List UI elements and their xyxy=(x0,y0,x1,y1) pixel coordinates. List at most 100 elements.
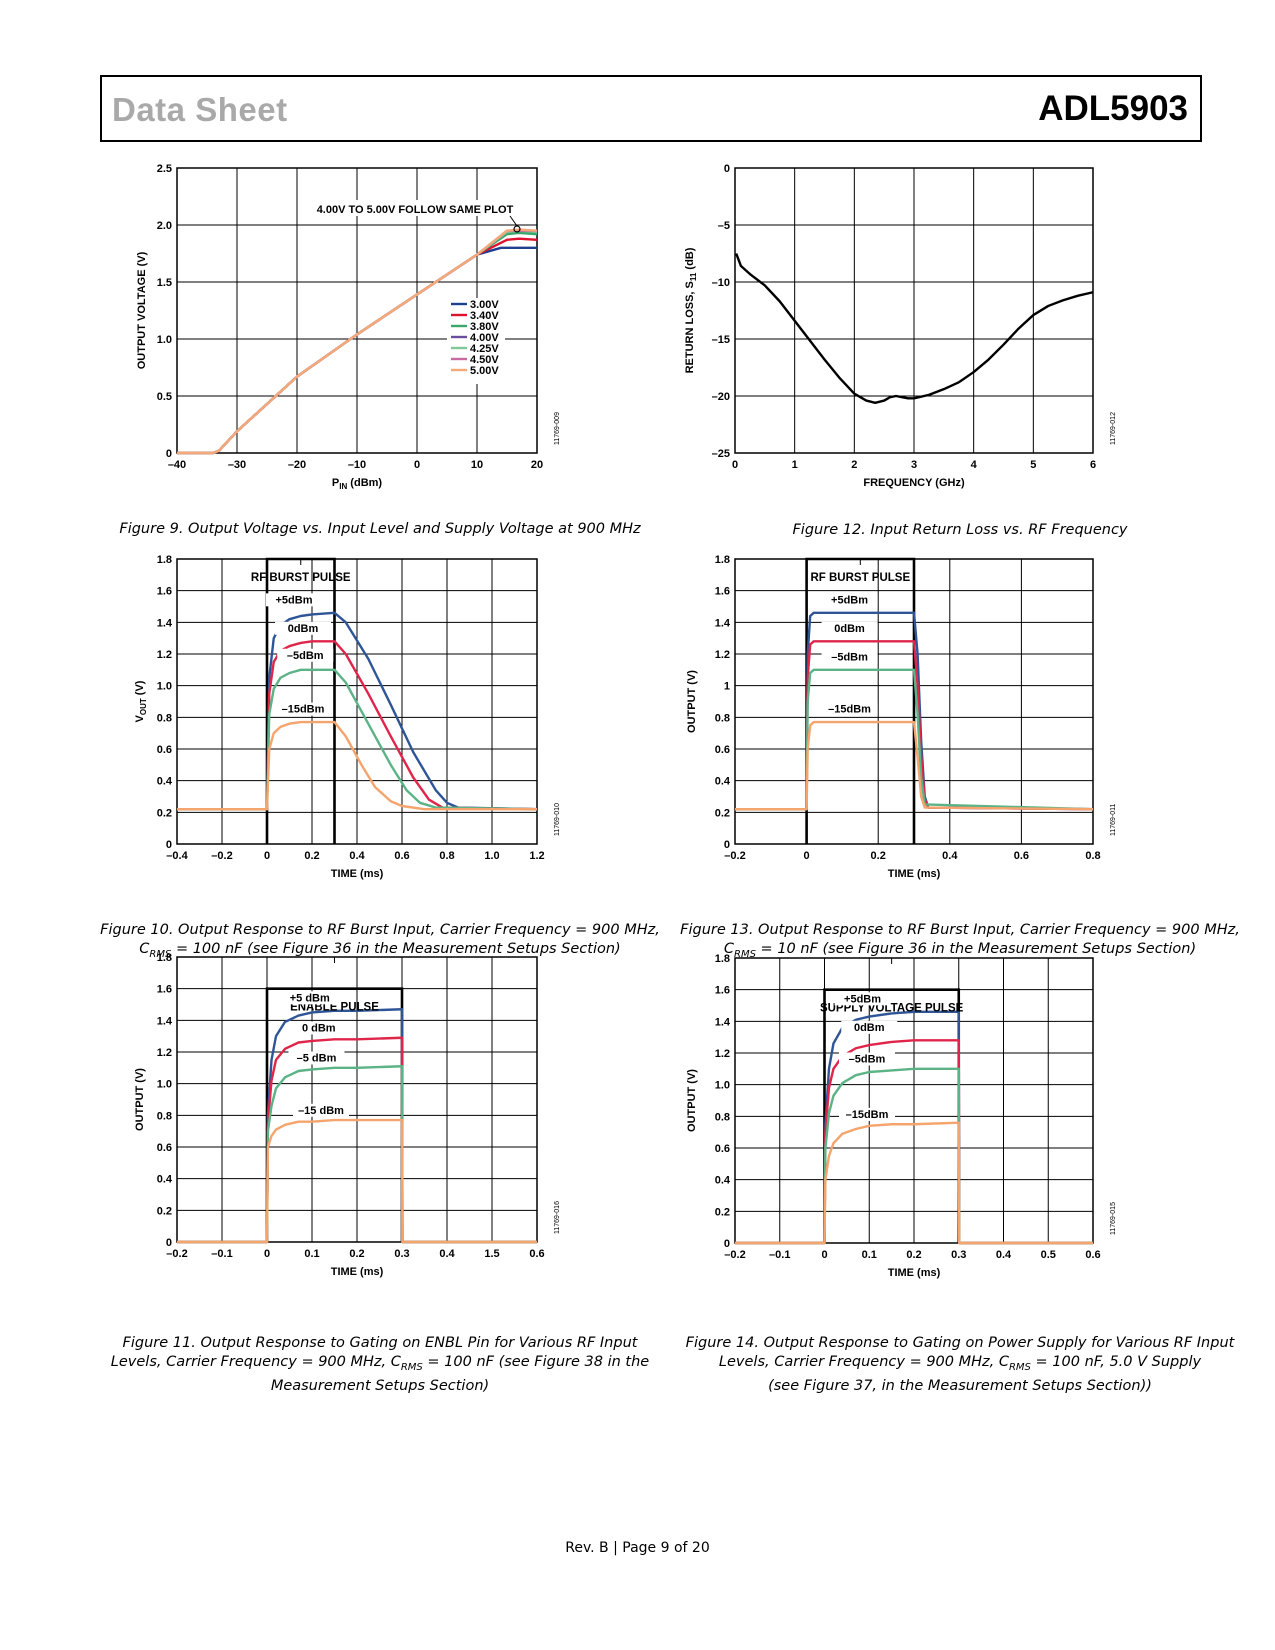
figure-13-caption: Figure 13. Output Response to RF Burst I… xyxy=(670,921,1250,964)
x-tick-label: 0.8 xyxy=(439,850,454,862)
x-tick-label: 0.8 xyxy=(1085,850,1100,862)
annotation-pointer xyxy=(509,215,518,227)
y-tick-label: 0.8 xyxy=(715,712,730,724)
x-tick-label: 4 xyxy=(971,459,978,471)
x-tick-label: 0.3 xyxy=(394,1248,409,1260)
figure-11-caption-line1: Figure 11. Output Response to Gating on … xyxy=(122,1335,638,1351)
plot-frame xyxy=(734,167,1094,454)
y-tick-label: –20 xyxy=(712,391,730,403)
y-tick-label: 1.8 xyxy=(715,953,730,965)
figure-11-chart: –0.2 –0.1 0 0.1 0.2 0.3 0.4 1.5 0.6 0 0.2 0.4 0.6 0.8… xyxy=(134,952,561,1278)
curve-label-bg xyxy=(277,648,334,662)
y-tick-label: 2.0 xyxy=(157,220,172,232)
x-tick-label: 0.2 xyxy=(349,1248,364,1260)
curve-label-bg xyxy=(293,1103,349,1117)
x-tick-label: 0 xyxy=(414,459,420,471)
x-tick-label: 0.1 xyxy=(862,1249,877,1261)
annotation-marker xyxy=(513,225,521,233)
x-tick-label: 0.4 xyxy=(996,1249,1012,1261)
figure-11-caption-line2: Levels, Carrier Frequency = 900 MHz, CRM… xyxy=(110,1354,650,1373)
x-tick-label: –0.2 xyxy=(166,1248,187,1260)
curve-label: 0dBm xyxy=(288,623,319,635)
curve-label: 0dBm xyxy=(854,1022,885,1034)
x-tick-label: –0.1 xyxy=(211,1248,232,1260)
y-tick-label: 1.8 xyxy=(715,554,730,566)
curve-label: –15dBm xyxy=(846,1109,889,1121)
figure-12-chart: 0 1 2 3 4 5 6 –25 –20 –15 –10 –5 0 FREQUENCY (GHz) RET… xyxy=(684,163,1117,489)
series-line xyxy=(177,611,538,811)
x-tick-label: 1.0 xyxy=(484,850,499,862)
y-tick-label: 0.8 xyxy=(157,712,172,724)
x-tick-label: 0.6 xyxy=(1085,1249,1100,1261)
x-tick-label: 0.2 xyxy=(906,1249,921,1261)
figure-10-chart: –0.4 –0.2 0 0.2 0.4 0.6 0.8 1.0 1.2 0 0.2 0.4 0.6 0.8… xyxy=(134,554,561,880)
series-line xyxy=(177,1065,537,1244)
y-tick-label: 0.6 xyxy=(157,1142,172,1154)
figure-12-caption: Figure 12. Input Return Loss vs. RF Freq… xyxy=(792,522,1128,538)
curve-label-bg xyxy=(288,1051,345,1065)
chart-title: SUPPLY VOLTAGE PULSE xyxy=(820,1003,964,1015)
figure-9-chart: –40 –30 –20 –10 0 10 20 0 0.5 1.0 1.5 2.0 2.5 PIN (dB… xyxy=(136,163,561,491)
y-tick-label: 1.2 xyxy=(157,649,172,661)
curve-label-bg xyxy=(275,621,331,635)
x-tick-label: 3 xyxy=(911,459,917,471)
y-tick-label: 0 xyxy=(724,839,730,851)
series-line xyxy=(735,1067,1093,1245)
x-tick-label: 0.6 xyxy=(529,1248,544,1260)
legend-label: 4.00V xyxy=(470,332,499,344)
x-tick-label: 0.4 xyxy=(942,850,958,862)
y-tick-label: –10 xyxy=(712,277,730,289)
header-part-number: ADL5903 xyxy=(1038,89,1188,128)
y-tick-label: 0.8 xyxy=(157,1110,172,1122)
y-tick-label: 1.6 xyxy=(157,984,172,996)
x-tick-label: 2 xyxy=(851,459,857,471)
header-doc-type: Data Sheet xyxy=(112,91,288,128)
y-tick-label: 0 xyxy=(166,448,172,460)
y-tick-label: 1.6 xyxy=(715,586,730,598)
x-tick-label: 0.4 xyxy=(349,850,365,862)
figure-10-caption-line2: CRMS = 100 nF (see Figure 36 in the Meas… xyxy=(139,941,621,960)
x-tick-label: 0.1 xyxy=(304,1248,319,1260)
curve-label: 0dBm xyxy=(834,623,865,635)
figure-9-caption: Figure 9. Output Voltage vs. Input Level… xyxy=(119,521,641,537)
legend-label: 4.25V xyxy=(470,343,499,355)
y-tick-label: 0.4 xyxy=(715,776,731,788)
series-line xyxy=(735,1121,1093,1245)
annotation-bg xyxy=(305,200,525,216)
y-tick-label: 0 xyxy=(166,839,172,851)
y-tick-label: 1.8 xyxy=(157,554,172,566)
x-tick-label: –0.2 xyxy=(211,850,232,862)
figure-11-caption-line3: Measurement Setups Section) xyxy=(270,1377,490,1394)
curve-label-bg xyxy=(821,650,878,664)
curve-label-bg xyxy=(834,992,891,1006)
series-line xyxy=(177,228,538,455)
series-line xyxy=(735,253,1094,405)
y-tick-label: 1.4 xyxy=(157,1015,173,1027)
figure-14-chart: –0.2 –0.1 0 0.1 0.2 0.3 0.4 0.5 0.6 0 0.2 0.4 0.6 0.8… xyxy=(686,953,1117,1279)
figure-14-caption: Figure 14. Output Response to Gating on … xyxy=(670,1334,1250,1396)
curve-label: –5dBm xyxy=(287,650,324,662)
legend-label: 3.40V xyxy=(470,310,499,322)
series-line xyxy=(735,1039,1093,1245)
figure-11-caption: Figure 11. Output Response to Gating on … xyxy=(95,1334,665,1396)
curve-label: –5 dBm xyxy=(297,1053,337,1065)
x-tick-label: 0.5 xyxy=(1041,1249,1056,1261)
legend-label: 4.50V xyxy=(470,354,499,366)
chart-title: ENABLE PULSE xyxy=(290,1002,379,1014)
x-axis-label: TIME (ms) xyxy=(888,1267,941,1279)
y-tick-label: 0.5 xyxy=(157,391,172,403)
y-tick-label: 1 xyxy=(724,681,730,693)
x-axis-label: TIME (ms) xyxy=(331,1266,384,1278)
series-line xyxy=(177,720,537,811)
y-tick-label: 1.0 xyxy=(157,1079,172,1091)
legend-label: 3.00V xyxy=(470,299,499,311)
curve-label-bg xyxy=(821,593,878,607)
x-tick-label: 0 xyxy=(264,850,270,862)
y-axis-label: RETURN LOSS, S11 (dB) xyxy=(684,247,698,373)
x-tick-label: –10 xyxy=(348,459,366,471)
x-axis-label: TIME (ms) xyxy=(888,868,941,880)
plot-frame xyxy=(176,167,538,454)
curve-label-bg xyxy=(275,702,331,716)
y-tick-label: 1.4 xyxy=(715,617,731,629)
x-tick-label: –30 xyxy=(228,459,246,471)
